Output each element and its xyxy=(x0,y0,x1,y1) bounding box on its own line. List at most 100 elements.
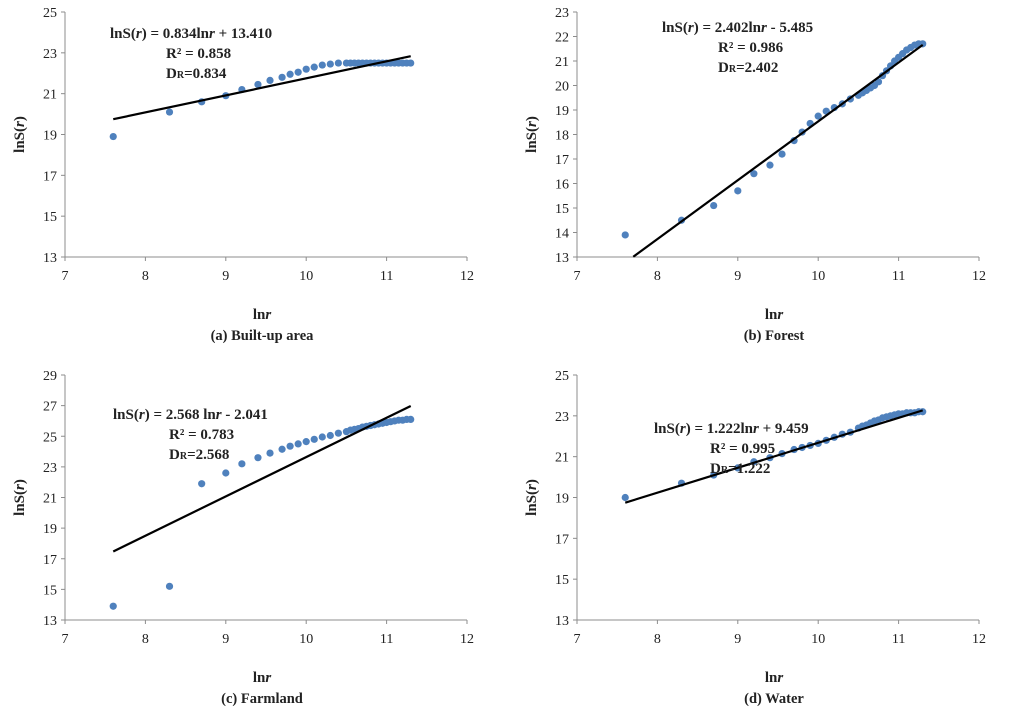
y-axis-label: lnS(r) xyxy=(524,479,540,516)
regression-equation: lnS(r) = 0.834lnr + 13.410 xyxy=(110,26,272,42)
data-point xyxy=(302,65,310,73)
r-squared-label: R² = 0.858 xyxy=(166,46,231,62)
x-axis-label: lnr xyxy=(765,670,784,686)
data-point xyxy=(814,112,822,120)
data-point xyxy=(310,63,318,71)
chart-svg-farmland: 13 15 17 19 21 23 25 27 29 7 8 9 10 11 12 lnS(r) lnr (c) … xyxy=(12,369,474,707)
regression-line xyxy=(113,55,411,121)
y-tick-label: 16 xyxy=(555,178,569,193)
x-tick-label: 7 xyxy=(62,632,69,647)
data-point xyxy=(278,73,286,81)
fractal-dimension-label: DR=2.402 xyxy=(718,60,778,76)
chart-caption: (b) Forest xyxy=(744,328,805,344)
data-point xyxy=(294,68,302,76)
data-point xyxy=(621,231,629,239)
y-tick-label: 13 xyxy=(43,251,57,266)
data-point xyxy=(222,469,230,477)
r-squared-label: R² = 0.995 xyxy=(710,441,775,457)
data-point xyxy=(238,460,246,468)
data-point xyxy=(278,445,286,453)
data-point xyxy=(266,76,274,84)
x-tick-label: 10 xyxy=(811,269,825,284)
y-tick-label: 13 xyxy=(43,614,57,629)
y-tick-label: 15 xyxy=(555,202,569,217)
data-point xyxy=(874,78,883,86)
data-point xyxy=(750,170,758,178)
y-tick-label: 21 xyxy=(555,55,569,70)
data-points xyxy=(109,59,415,141)
y-tick-label: 15 xyxy=(555,573,569,588)
chart-caption: (d) Water xyxy=(744,691,804,707)
chart-panel-built-up: 13 15 17 19 21 23 25 7 8 9 10 11 12 lnS(r) lnr (a) Buil… xyxy=(0,0,512,363)
x-tick-label: 11 xyxy=(892,632,905,647)
fractal-dimension-label: DR=2.568 xyxy=(169,447,229,463)
data-point xyxy=(710,201,718,210)
x-tick-label: 8 xyxy=(142,632,149,647)
x-tick-label: 7 xyxy=(574,269,581,284)
data-point xyxy=(326,60,334,68)
data-point xyxy=(294,440,302,448)
data-point xyxy=(734,187,742,195)
x-tick-label: 12 xyxy=(972,632,986,647)
data-point xyxy=(310,435,318,443)
data-point xyxy=(407,59,415,67)
data-point xyxy=(286,442,294,450)
x-tick-label: 8 xyxy=(142,269,149,284)
y-tick-label: 23 xyxy=(555,6,569,21)
data-point xyxy=(109,602,117,610)
y-tick-label: 21 xyxy=(43,492,57,507)
regression-equation: lnS(r) = 2.402lnr - 5.485 xyxy=(662,20,813,36)
data-point xyxy=(334,59,342,67)
y-tick-label: 21 xyxy=(555,451,569,466)
x-tick-label: 10 xyxy=(299,269,313,284)
x-tick-label: 10 xyxy=(299,632,313,647)
x-axis-label: lnr xyxy=(253,307,272,323)
r-squared-label: R² = 0.986 xyxy=(718,40,784,56)
data-point xyxy=(198,480,206,488)
chart-caption: (c) Farmland xyxy=(221,691,303,707)
y-tick-label: 17 xyxy=(43,169,57,184)
y-tick-label: 17 xyxy=(555,532,569,547)
y-tick-label: 15 xyxy=(43,583,57,598)
regression-line xyxy=(624,409,924,504)
chart-svg-water: 13 15 17 19 21 23 25 7 8 9 10 11 12 lnS(r) lnr (d) Wate… xyxy=(524,369,986,707)
data-point xyxy=(286,70,294,78)
y-axis-label: lnS(r) xyxy=(524,116,540,153)
y-tick-label: 23 xyxy=(555,410,569,425)
x-tick-label: 8 xyxy=(654,269,661,284)
data-points xyxy=(621,408,927,502)
y-tick-label: 23 xyxy=(43,461,57,476)
data-point xyxy=(778,150,786,158)
x-tick-label: 7 xyxy=(574,632,581,647)
data-point xyxy=(318,433,326,441)
x-tick-label: 11 xyxy=(380,269,393,284)
x-axis-label: lnr xyxy=(765,307,784,323)
data-point xyxy=(621,493,629,502)
y-tick-label: 25 xyxy=(43,6,57,21)
chart-svg-forest: 13 14 15 16 17 18 19 20 21 22 23 7 8 9 10 11 12 lnS(r) lnr… xyxy=(524,6,986,344)
x-axis-label: lnr xyxy=(253,670,272,686)
x-tick-label: 11 xyxy=(892,269,905,284)
data-point xyxy=(302,438,310,446)
x-tick-label: 9 xyxy=(734,269,741,284)
data-point xyxy=(766,161,774,169)
y-tick-label: 19 xyxy=(43,522,57,537)
data-points xyxy=(109,415,415,610)
y-axis-label: lnS(r) xyxy=(12,479,28,516)
chart-panel-water: 13 15 17 19 21 23 25 7 8 9 10 11 12 lnS(r) lnr (d) Wate… xyxy=(512,363,1024,726)
chart-caption: (a) Built-up area xyxy=(211,328,315,344)
y-tick-label: 27 xyxy=(43,400,57,415)
chart-svg-built-up: 13 15 17 19 21 23 25 7 8 9 10 11 12 lnS(r) lnr (a) Buil… xyxy=(12,6,474,344)
y-tick-label: 13 xyxy=(555,614,569,629)
x-tick-label: 7 xyxy=(62,269,69,284)
y-tick-label: 13 xyxy=(555,251,569,266)
y-tick-label: 14 xyxy=(555,227,569,242)
data-point xyxy=(266,449,274,457)
y-tick-label: 23 xyxy=(43,47,57,62)
y-tick-label: 29 xyxy=(43,369,57,384)
x-tick-label: 9 xyxy=(222,632,229,647)
data-point xyxy=(334,429,342,437)
data-point xyxy=(254,80,262,89)
regression-equation: lnS(r) = 2.568 lnr - 2.041 xyxy=(113,407,268,423)
data-point xyxy=(165,582,174,590)
